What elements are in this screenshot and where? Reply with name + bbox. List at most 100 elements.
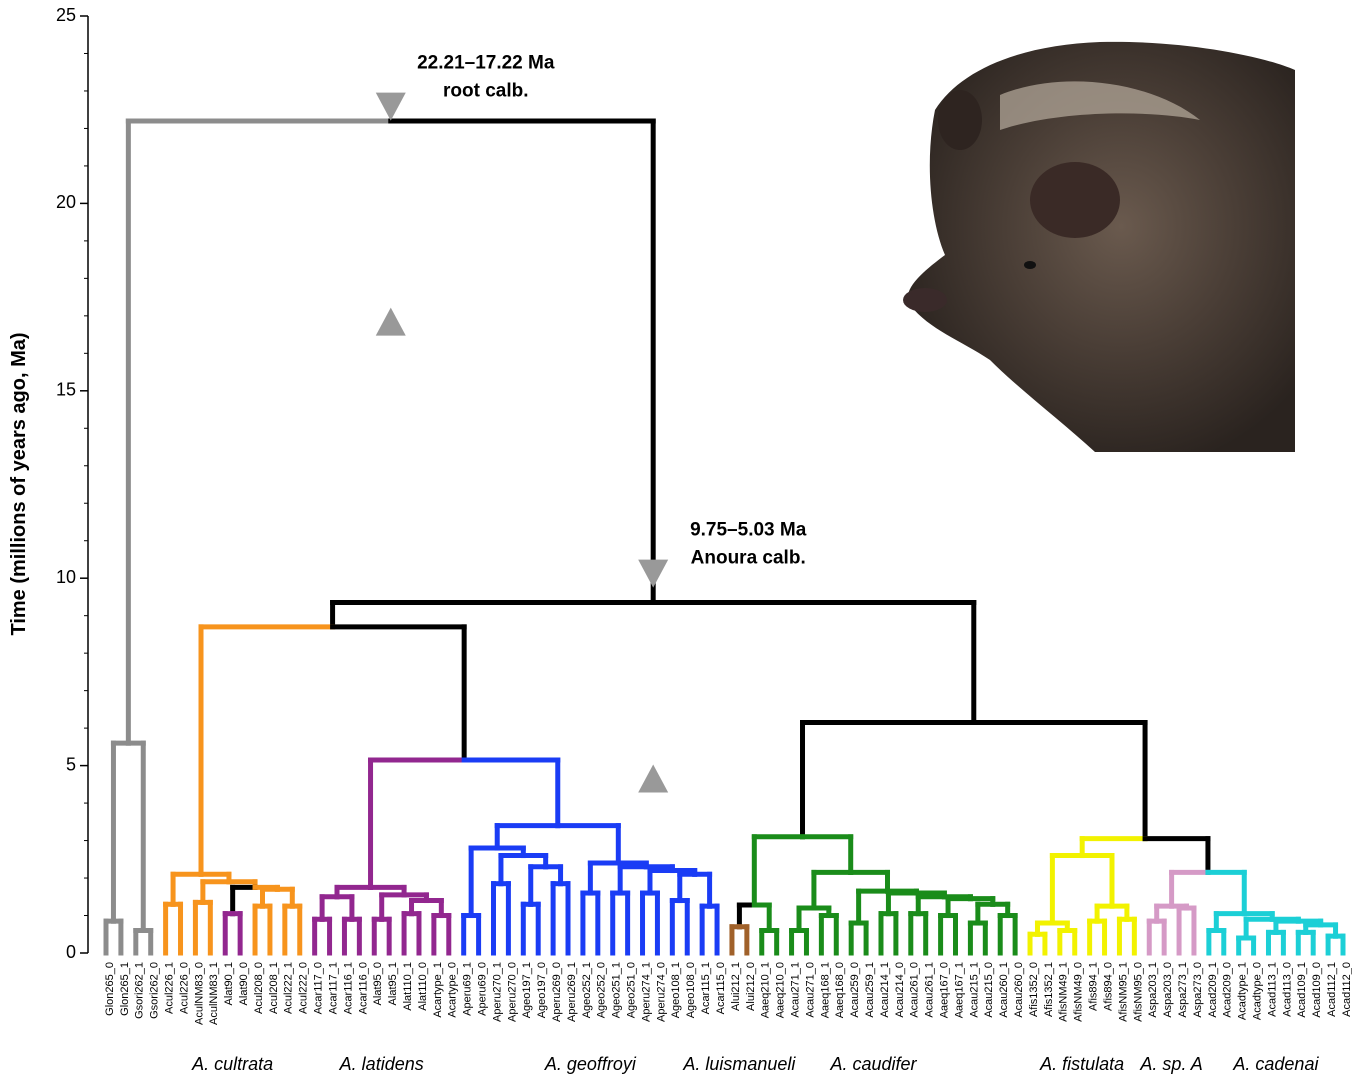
- leaf-label: Glon265_0: [104, 962, 116, 1016]
- leaf-label: Acau215_0: [983, 962, 995, 1018]
- y-tick-label: 0: [66, 942, 76, 962]
- leaf-label: Aperu270_0: [506, 962, 518, 1022]
- y-tick-label: 15: [56, 380, 76, 400]
- leaf-label: Acau259_1: [864, 962, 876, 1018]
- leaf-label: Aaeq167_1: [953, 962, 965, 1018]
- leaf-label: Aaeq168_0: [834, 962, 846, 1018]
- bat-eye: [1024, 261, 1036, 269]
- leaf-label: Alat110_0: [417, 962, 429, 1011]
- leaf-label: Acau261_1: [924, 962, 936, 1018]
- leaf-label: Acau214_0: [894, 962, 906, 1018]
- leaf-label: Glon265_1: [119, 962, 131, 1016]
- leaf-label: Acad112_0: [1341, 962, 1352, 1017]
- leaf-label: Ageo108_0: [685, 962, 697, 1018]
- calibration-max: [376, 93, 406, 121]
- clade-label: A. fistulata: [1039, 1054, 1124, 1074]
- leaf-label: Acul208_1: [268, 962, 280, 1014]
- leaf-label: Alui212_0: [745, 962, 757, 1011]
- leaf-label: Alat95_1: [387, 962, 399, 1005]
- leaf-label: Acad113_1: [1266, 962, 1278, 1017]
- leaf-label: Acar115_0: [715, 962, 727, 1014]
- leaf-label: Ageo251_0: [626, 962, 638, 1018]
- clade-label: A. cadenai: [1232, 1054, 1319, 1074]
- calibration-note: Anoura calb.: [691, 548, 806, 569]
- leaf-label: Acad109_1: [1296, 962, 1308, 1018]
- y-tick-label: 5: [66, 754, 76, 774]
- leaf-label: Acar117_0: [313, 962, 325, 1014]
- leaf-label: Gsori262_0: [149, 962, 161, 1019]
- leaf-label: Acad112_1: [1326, 962, 1338, 1017]
- y-axis-label: Time (millions of years ago, Ma): [8, 332, 30, 635]
- leaf-label: Acad209_1: [1207, 962, 1219, 1018]
- leaf-label: Aspa203_0: [1162, 962, 1174, 1018]
- leaf-label: Acau260_1: [998, 962, 1010, 1018]
- leaf-label: Alat90_0: [238, 962, 250, 1005]
- y-tick-label: 10: [56, 567, 76, 587]
- leaf-label: Aaeq167_0: [939, 962, 951, 1018]
- leaf-label: Afis894_0: [1102, 962, 1114, 1011]
- calibration-min: [376, 308, 406, 336]
- leaf-label: Aperu269_0: [551, 962, 563, 1022]
- clade-label: A. sp. A: [1139, 1054, 1202, 1074]
- leaf-label: AfisNM49_1: [1058, 962, 1070, 1022]
- bat-ear: [938, 90, 982, 150]
- leaf-label: Ageo252_1: [581, 962, 593, 1018]
- leaf-label: Alui212_1: [730, 962, 742, 1011]
- leaf-label: Gsori262_1: [134, 962, 146, 1019]
- leaf-label: Acad109_0: [1311, 962, 1323, 1018]
- leaf-label: Acadtype_1: [1237, 962, 1249, 1020]
- leaf-label: Ageo197_1: [521, 962, 533, 1018]
- leaf-label: Acar117_1: [327, 962, 339, 1014]
- leaf-label: Aperu69_0: [476, 962, 488, 1016]
- leaf-label: Acau271_0: [804, 962, 816, 1018]
- chart: Time (millions of years ago, Ma) 0 5 10 15 2…: [0, 0, 1352, 1078]
- leaf-label: Acau214_1: [879, 962, 891, 1018]
- calibration-label: 22.21–17.22 Ma: [417, 53, 555, 74]
- calibration-note: root calb.: [443, 81, 529, 102]
- leaf-label: Ageo108_1: [670, 962, 682, 1018]
- clade-label: A. geoffroyi: [544, 1054, 637, 1074]
- leaf-label: AculNM83_0: [193, 962, 205, 1025]
- leaf-label: Aspa273_1: [1177, 962, 1189, 1018]
- bat-ear: [1030, 162, 1120, 238]
- leaf-label: AfisNM95_1: [1117, 962, 1129, 1022]
- leaf-label: Acul222_1: [283, 962, 295, 1014]
- leaf-label: Ageo251_1: [611, 962, 623, 1018]
- calibration-label: 9.75–5.03 Ma: [690, 520, 807, 541]
- leaf-label: Ageo252_0: [596, 962, 608, 1018]
- leaf-label: Alat90_1: [223, 962, 235, 1005]
- leaf-label: Acadtype_0: [1251, 962, 1263, 1020]
- leaf-label: Acar115_1: [700, 962, 712, 1014]
- leaf-label: Aperu270_1: [491, 962, 503, 1022]
- leaf-label: Aspa273_0: [1192, 962, 1204, 1018]
- leaf-label: Acartype_1: [432, 962, 444, 1018]
- clade-label: A. luismanueli: [682, 1054, 796, 1074]
- leaf-label: Acul222_0: [298, 962, 310, 1014]
- leaf-label: Aperu69_1: [462, 962, 474, 1016]
- leaf-label: Acar116_1: [342, 962, 354, 1014]
- clade-label: A. caudifer: [830, 1054, 918, 1074]
- leaf-label: Acul208_0: [253, 962, 265, 1014]
- leaf-label: Afis1352_0: [1028, 962, 1040, 1017]
- leaf-label: Acau261_0: [909, 962, 921, 1018]
- leaf-label: AfisNM95_0: [1132, 962, 1144, 1022]
- leaf-label: Acad209_0: [1222, 962, 1234, 1018]
- leaf-label: Aaeq210_0: [775, 962, 787, 1018]
- calibration-max: [638, 560, 668, 588]
- leaf-label: Aperu274_1: [640, 962, 652, 1022]
- bat-photo: [903, 42, 1295, 452]
- leaf-label: Aperu269_1: [566, 962, 578, 1022]
- leaf-label: Aspa203_1: [1147, 962, 1159, 1018]
- leaf-label: Aaeq210_1: [760, 962, 772, 1018]
- bat-nose: [903, 288, 947, 312]
- leaf-label: Alat95_0: [372, 962, 384, 1005]
- leaf-label: AfisNM49_0: [1073, 962, 1085, 1022]
- leaf-label: Aaeq168_1: [819, 962, 831, 1018]
- leaf-label: Ageo197_0: [536, 962, 548, 1018]
- leaf-label: Acad113_0: [1281, 962, 1293, 1017]
- clade-label: A. latidens: [339, 1054, 424, 1074]
- y-tick-label: 25: [56, 5, 76, 25]
- leaf-label: Afis1352_1: [1043, 962, 1055, 1017]
- leaf-label: Acau271_1: [789, 962, 801, 1018]
- leaf-label: Alat110_1: [402, 962, 414, 1011]
